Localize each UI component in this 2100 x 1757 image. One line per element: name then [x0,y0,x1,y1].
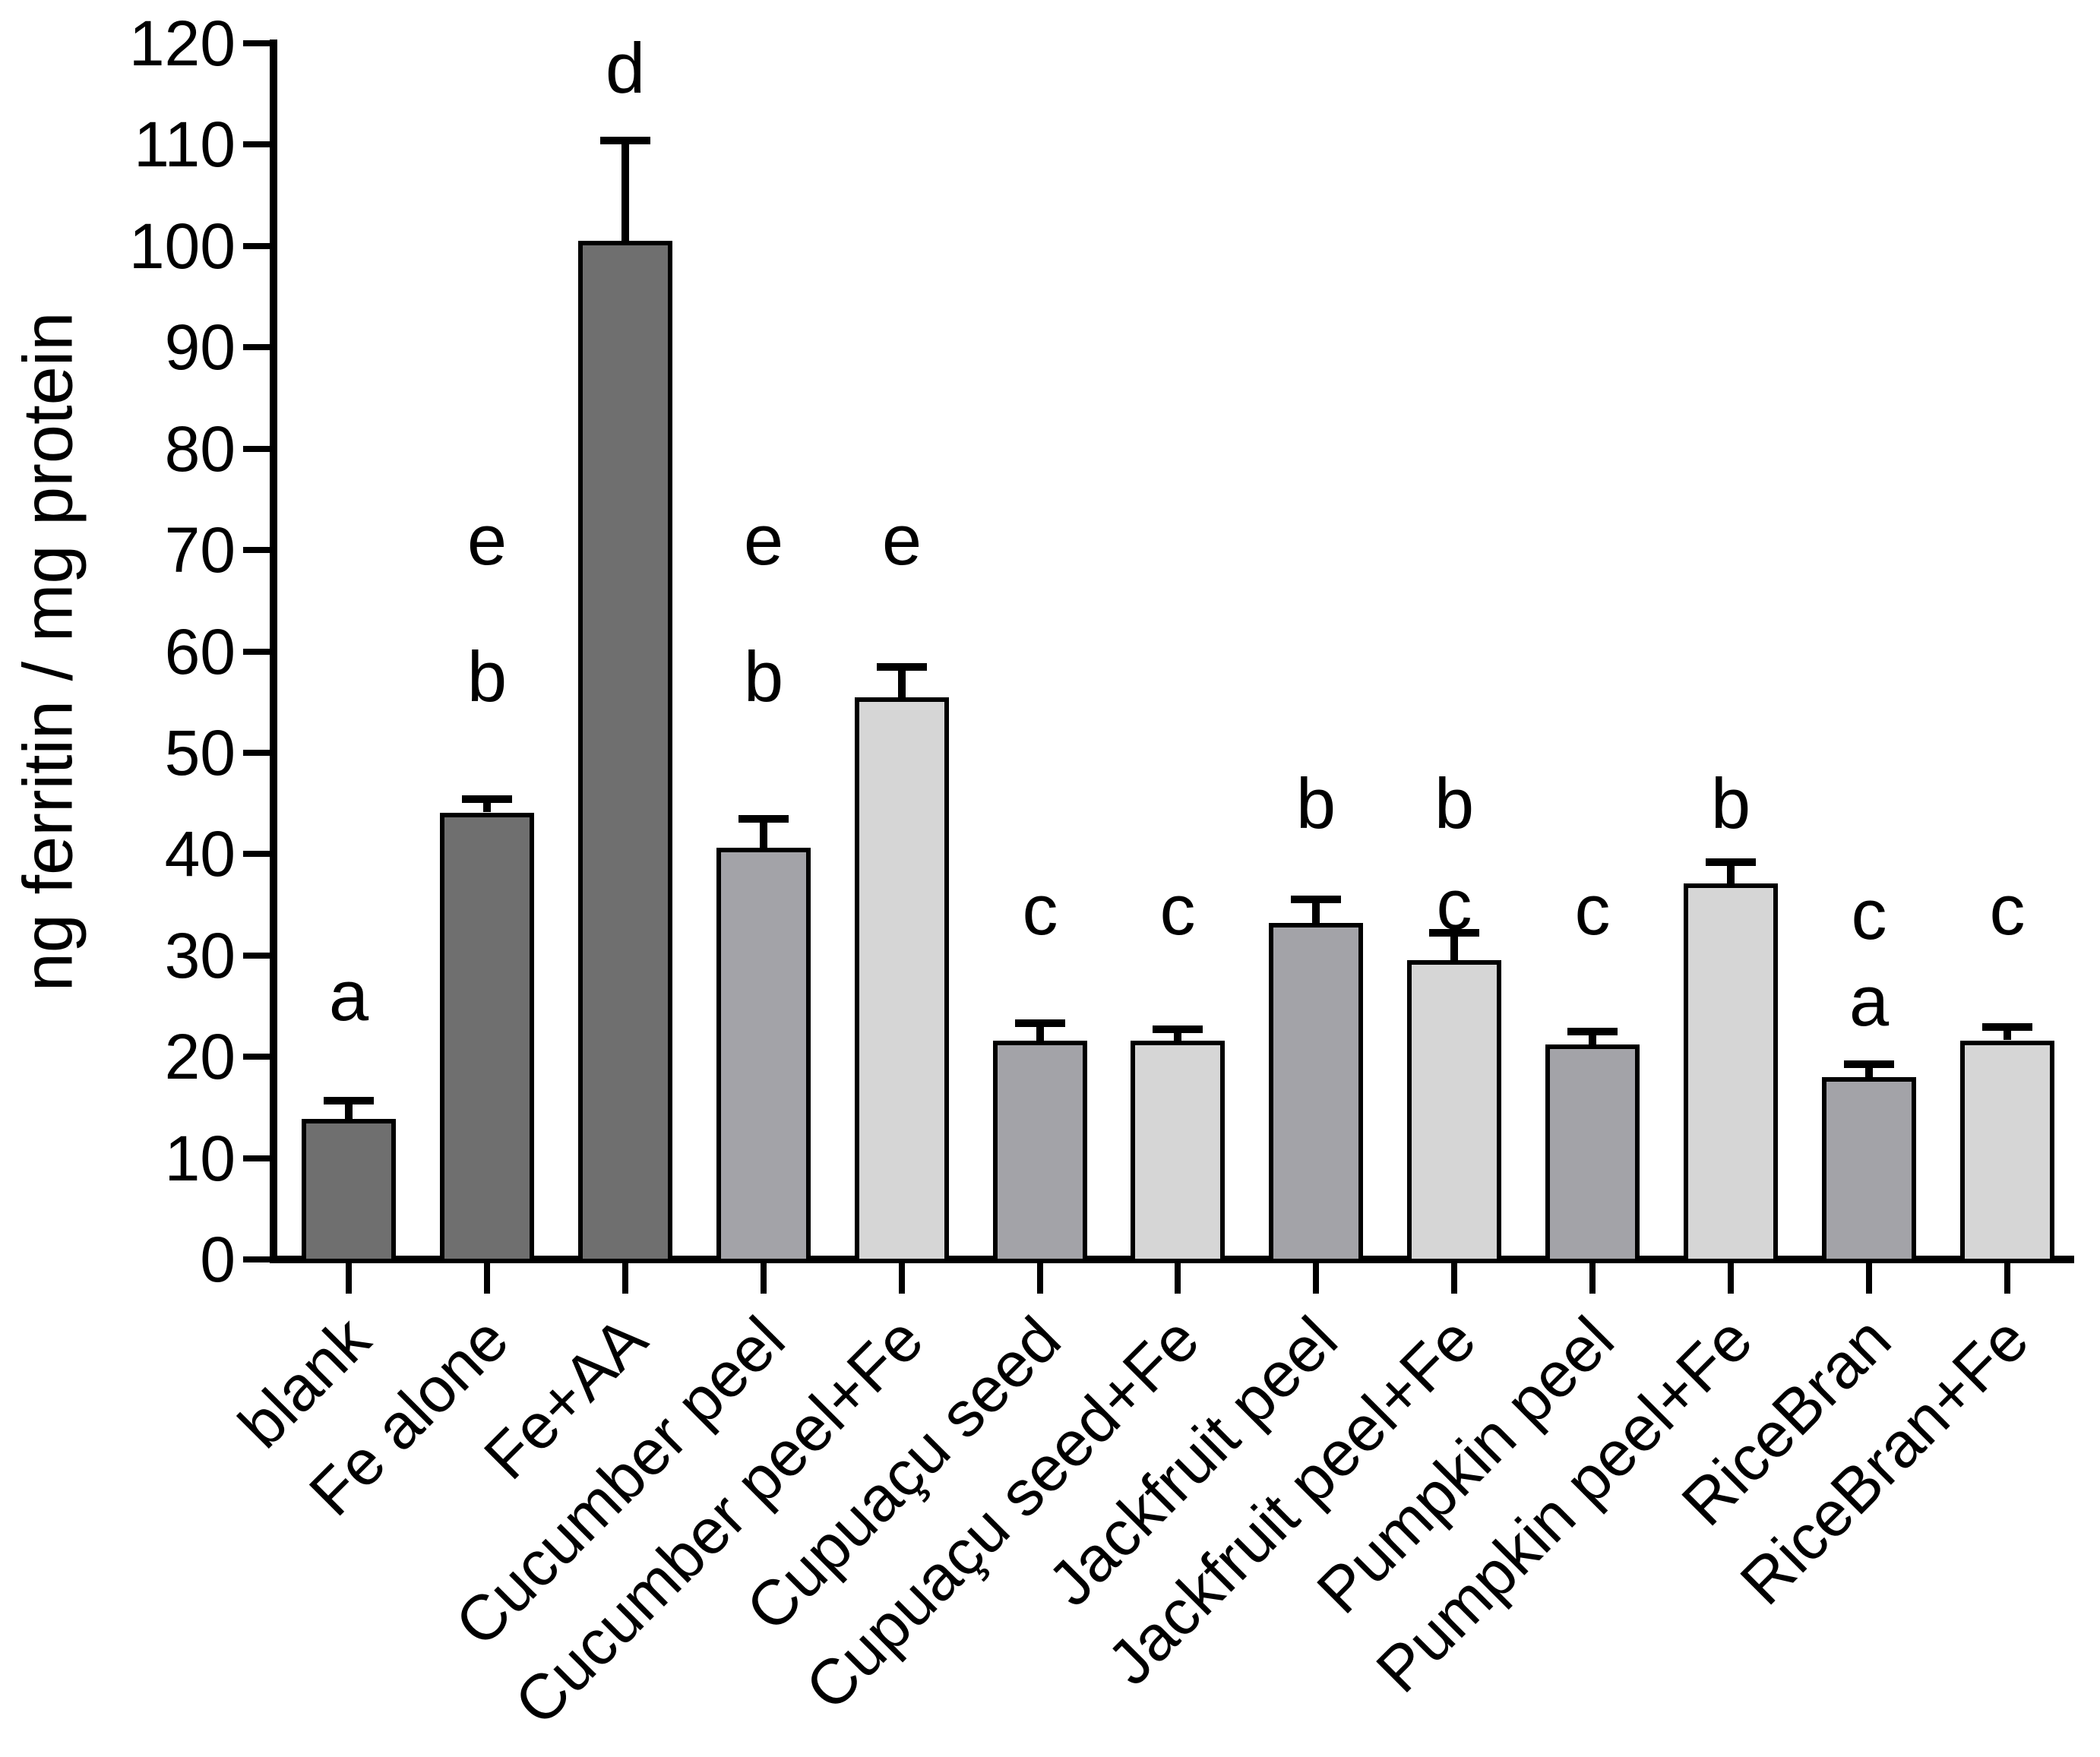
bar [578,241,672,1263]
x-axis-tick [761,1263,767,1294]
y-axis-tick [243,953,270,959]
significance-letter: d [605,28,646,108]
x-axis-tick [1313,1263,1319,1294]
error-bar-cap [1706,858,1756,866]
x-axis-tick [1728,1263,1734,1294]
x-axis-tick [2004,1263,2010,1294]
significance-letter: b [1710,763,1751,843]
error-bar-line [2004,1027,2011,1040]
error-bar-line [483,799,491,812]
y-axis-tick-label: 30 [164,920,236,991]
error-bar-cap [324,1097,374,1104]
y-axis-tick [243,141,270,147]
y-axis-tick-label: 80 [164,413,236,485]
significance-letter: e [881,500,922,580]
significance-letter: e [743,500,784,580]
x-axis-tick [622,1263,628,1294]
y-axis-tick-label: 120 [128,8,236,79]
significance-letter: c [1574,870,1611,950]
x-axis-tick [1866,1263,1872,1294]
error-bar-line [760,819,767,848]
error-bar-line [1589,1032,1596,1044]
x-axis-tick [1451,1263,1457,1294]
y-axis-tick-label: 20 [164,1021,236,1092]
significance-letter: b [1434,763,1475,843]
error-bar-cap [1429,929,1479,937]
y-axis-tick [243,1256,270,1262]
bar [716,848,811,1263]
error-bar-cap [1015,1019,1065,1027]
significance-letter: c [1851,874,1887,954]
error-bar-line [1865,1064,1873,1077]
error-bar-line [621,141,629,241]
bar [1407,960,1501,1263]
bar [993,1041,1087,1263]
significance-letter: c [1989,870,2026,950]
y-axis-tick [243,547,270,553]
significance-letter: b [743,637,784,716]
error-bar-line [345,1101,353,1119]
bar [302,1119,396,1263]
y-axis-tick-label: 50 [164,717,236,788]
bar [1960,1041,2054,1263]
y-axis-tick [243,750,270,756]
error-bar-cap [1291,896,1341,903]
error-bar-cap [1567,1028,1618,1035]
y-axis-tick [243,1054,270,1060]
x-axis-tick [484,1263,490,1294]
y-axis-tick-label: 10 [164,1123,236,1194]
error-bar-cap [1982,1023,2032,1031]
significance-letter: c [1022,870,1058,950]
error-bar-line [1450,933,1458,960]
y-axis-tick [243,243,270,249]
bar [1131,1041,1225,1263]
y-axis-tick [243,851,270,857]
bar [1684,883,1778,1263]
y-axis-tick-label: 60 [164,616,236,687]
error-bar-line [1727,862,1735,883]
y-axis-tick-label: 90 [164,311,236,383]
error-bar-cap [600,137,650,144]
y-axis-tick [243,344,270,350]
bar [1269,923,1363,1263]
error-bar-cap [462,795,512,803]
significance-letter: a [328,956,369,1035]
y-axis-tick [243,40,270,46]
significance-letter: c [1159,870,1196,950]
x-axis-tick [1175,1263,1181,1294]
significance-letter: b [1295,763,1336,843]
y-axis-tick-label: 110 [134,109,236,180]
significance-letter: a [1849,961,1890,1041]
bar [1822,1077,1916,1263]
error-bar-line [898,667,906,697]
error-bar-cap [1153,1025,1203,1033]
x-axis-tick [899,1263,905,1294]
significance-letter: e [466,500,508,580]
error-bar-cap [1844,1060,1894,1068]
y-axis-tick [243,1155,270,1161]
x-axis-tick [1589,1263,1596,1294]
error-bar-cap [877,663,927,671]
y-axis-line [270,40,277,1263]
error-bar-cap [738,815,789,823]
bar [855,697,949,1263]
x-axis-tick [346,1263,352,1294]
error-bar-line [1036,1023,1044,1041]
y-axis-tick-label: 100 [128,210,236,282]
significance-letter: c [1436,864,1472,944]
y-axis-tick [243,446,270,452]
y-axis-tick-label: 70 [164,514,236,586]
x-axis-tick [1037,1263,1043,1294]
y-axis-tick [243,649,270,655]
y-axis-tick-label: 0 [200,1224,236,1295]
bar [1545,1044,1640,1263]
error-bar-line [1174,1029,1181,1041]
error-bar-line [1312,899,1320,923]
significance-letter: b [466,637,508,716]
y-axis-tick-label: 40 [164,818,236,890]
bar [440,813,534,1263]
